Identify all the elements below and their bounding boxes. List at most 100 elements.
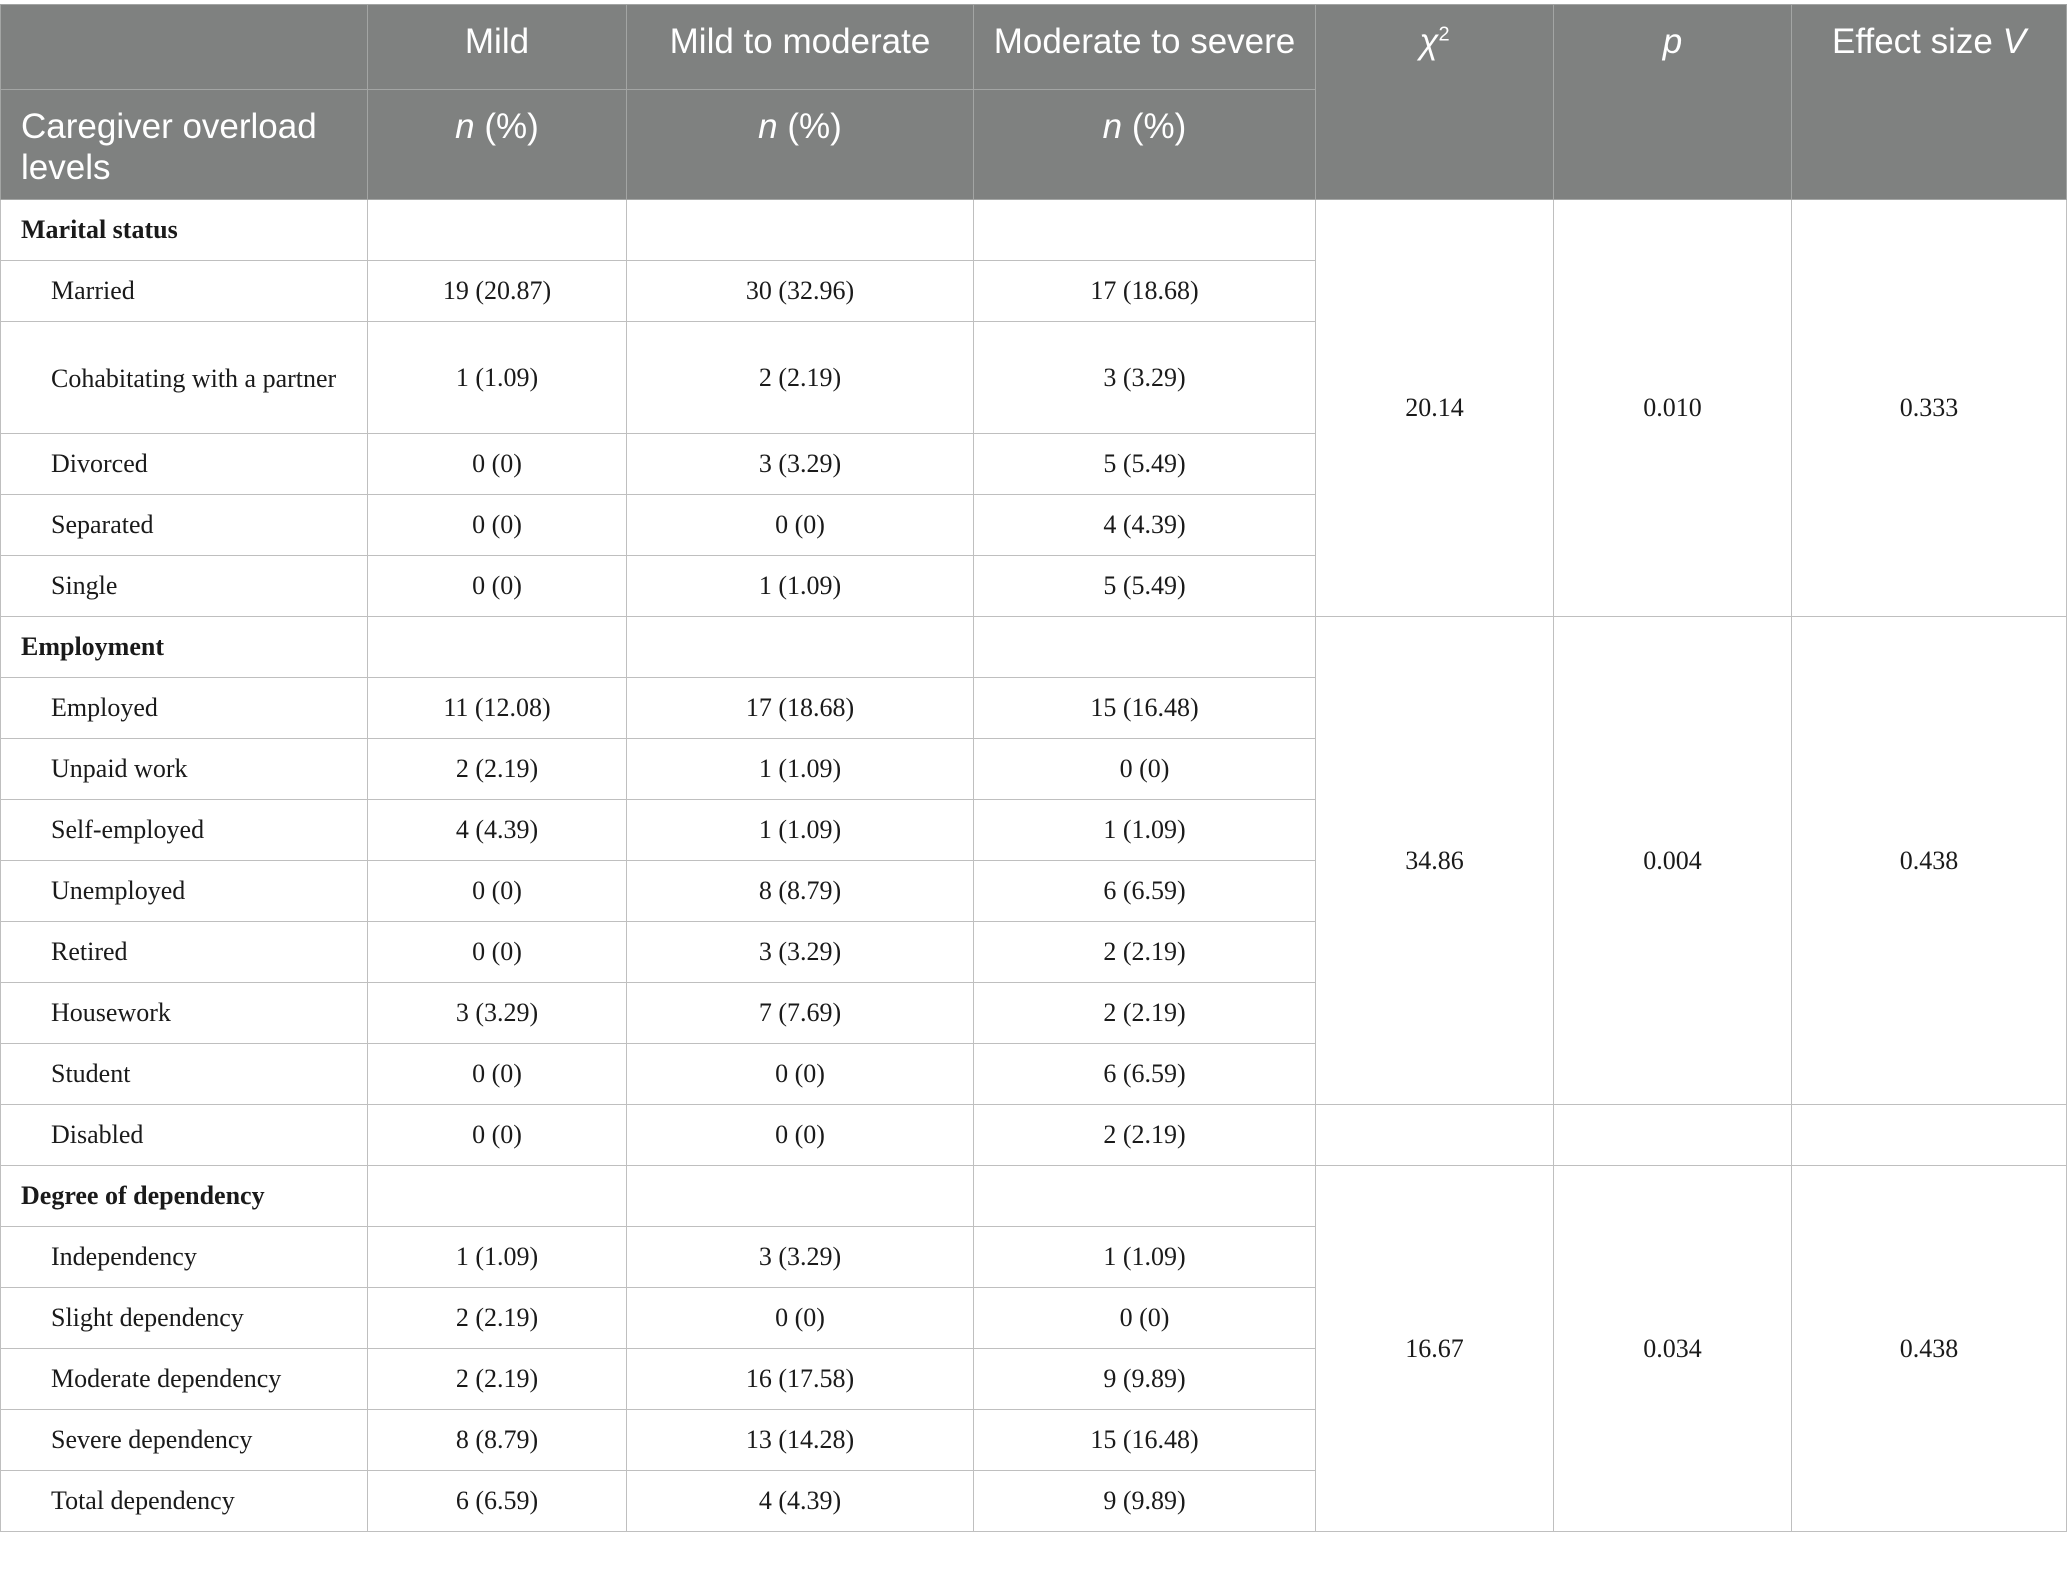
cell-mild: 0 (0) <box>367 921 627 983</box>
empty-cell <box>973 199 1316 261</box>
cell-mild: 0 (0) <box>367 860 627 922</box>
cell-mild-to-moderate: 13 (14.28) <box>626 1409 974 1471</box>
cell-mild-to-moderate: 30 (32.96) <box>626 260 974 322</box>
chi-square-value: 20.14 <box>1315 199 1554 617</box>
cell-mild-to-moderate: 2 (2.19) <box>626 321 974 434</box>
cell-mild: 2 (2.19) <box>367 1287 627 1349</box>
cell-mild-to-moderate: 0 (0) <box>626 1104 974 1166</box>
caregiver-overload-table: Mild Mild to moderate Moderate to severe… <box>0 4 2067 1532</box>
header-row-label: Caregiver overload levels <box>0 89 368 200</box>
row-label: Retired <box>0 921 368 983</box>
cell-mild-to-moderate: 3 (3.29) <box>626 433 974 495</box>
table-row: Unemployed 0 (0) 8 (8.79) 6 (6.59) <box>0 860 2067 922</box>
cell-mild: 0 (0) <box>367 433 627 495</box>
cell-mild: 3 (3.29) <box>367 982 627 1044</box>
cell-mild-to-moderate: 1 (1.09) <box>626 555 974 617</box>
table-row: Cohabitating with a partner 1 (1.09) 2 (2.… <box>0 321 2067 434</box>
table-row: Disabled 0 (0) 0 (0) 2 (2.19) <box>0 1104 2067 1166</box>
cell-mild-to-moderate: 1 (1.09) <box>626 799 974 861</box>
cell-mild-to-moderate: 4 (4.39) <box>626 1470 974 1532</box>
empty-cell <box>1791 1104 2067 1166</box>
table-body: Marital status 20.14 0.010 0.333 Married 19 (… <box>0 199 2067 1532</box>
cell-moderate-to-severe: 2 (2.19) <box>973 982 1316 1044</box>
empty-cell <box>626 616 974 678</box>
header-n-pct-mild: n (%) <box>367 89 627 200</box>
cell-mild: 0 (0) <box>367 555 627 617</box>
section-row: Employment 34.86 0.004 0.438 <box>0 616 2067 1105</box>
cell-mild-to-moderate: 7 (7.69) <box>626 982 974 1044</box>
p-value: 0.034 <box>1553 1165 1792 1532</box>
table-header: Mild Mild to moderate Moderate to severe… <box>0 4 2067 200</box>
cell-mild: 6 (6.59) <box>367 1470 627 1532</box>
cell-mild-to-moderate: 3 (3.29) <box>626 921 974 983</box>
table-row: Divorced 0 (0) 3 (3.29) 5 (5.49) <box>0 433 2067 495</box>
row-label: Self-employed <box>0 799 368 861</box>
table-row: Slight dependency 2 (2.19) 0 (0) 0 (0) <box>0 1287 2067 1349</box>
cell-moderate-to-severe: 1 (1.09) <box>973 1226 1316 1288</box>
cell-moderate-to-severe: 9 (9.89) <box>973 1470 1316 1532</box>
cell-mild: 2 (2.19) <box>367 1348 627 1410</box>
section-title: Degree of dependency <box>0 1165 368 1227</box>
row-label: Housework <box>0 982 368 1044</box>
row-label: Unemployed <box>0 860 368 922</box>
chi-square-value: 16.67 <box>1315 1165 1554 1532</box>
cell-moderate-to-severe: 5 (5.49) <box>973 433 1316 495</box>
cell-moderate-to-severe: 1 (1.09) <box>973 799 1316 861</box>
cell-mild: 2 (2.19) <box>367 738 627 800</box>
cell-mild: 1 (1.09) <box>367 1226 627 1288</box>
cell-moderate-to-severe: 15 (16.48) <box>973 1409 1316 1471</box>
header-effect-size: Effect size V <box>1791 4 2067 200</box>
row-label: Disabled <box>0 1104 368 1166</box>
section-title: Employment <box>0 616 368 678</box>
empty-cell <box>1553 1104 1792 1166</box>
cell-moderate-to-severe: 9 (9.89) <box>973 1348 1316 1410</box>
cell-mild: 19 (20.87) <box>367 260 627 322</box>
cell-moderate-to-severe: 0 (0) <box>973 1287 1316 1349</box>
cell-moderate-to-severe: 6 (6.59) <box>973 860 1316 922</box>
row-label: Severe dependency <box>0 1409 368 1471</box>
empty-cell <box>626 199 974 261</box>
row-label: Student <box>0 1043 368 1105</box>
empty-cell <box>626 1165 974 1227</box>
cell-mild-to-moderate: 16 (17.58) <box>626 1348 974 1410</box>
cell-mild: 4 (4.39) <box>367 799 627 861</box>
header-mild-to-moderate: Mild to moderate <box>626 4 974 90</box>
cell-moderate-to-severe: 2 (2.19) <box>973 921 1316 983</box>
header-p: p <box>1553 4 1792 200</box>
p-value: 0.004 <box>1553 616 1792 1105</box>
header-n-pct-ms: n (%) <box>973 89 1316 200</box>
row-label: Employed <box>0 677 368 739</box>
cell-moderate-to-severe: 0 (0) <box>973 738 1316 800</box>
empty-cell <box>973 616 1316 678</box>
cell-moderate-to-severe: 6 (6.59) <box>973 1043 1316 1105</box>
header-mild: Mild <box>367 4 627 90</box>
section-title: Marital status <box>0 199 368 261</box>
chi-square-value: 34.86 <box>1315 616 1554 1105</box>
section-row: Degree of dependency 16.67 0.034 0.438 <box>0 1165 2067 1532</box>
row-label: Divorced <box>0 433 368 495</box>
cell-moderate-to-severe: 3 (3.29) <box>973 321 1316 434</box>
section-row: Marital status 20.14 0.010 0.333 <box>0 199 2067 617</box>
header-moderate-to-severe: Moderate to severe <box>973 4 1316 90</box>
row-label: Unpaid work <box>0 738 368 800</box>
cell-mild-to-moderate: 8 (8.79) <box>626 860 974 922</box>
cell-mild: 0 (0) <box>367 494 627 556</box>
row-label: Separated <box>0 494 368 556</box>
table-row: Student 0 (0) 0 (0) 6 (6.59) <box>0 1043 2067 1105</box>
effect-size-value: 0.333 <box>1791 199 2067 617</box>
row-label: Single <box>0 555 368 617</box>
row-label: Slight dependency <box>0 1287 368 1349</box>
cell-mild: 0 (0) <box>367 1043 627 1105</box>
table-row: Retired 0 (0) 3 (3.29) 2 (2.19) <box>0 921 2067 983</box>
cell-mild-to-moderate: 17 (18.68) <box>626 677 974 739</box>
cell-moderate-to-severe: 15 (16.48) <box>973 677 1316 739</box>
header-n-pct-mm: n (%) <box>626 89 974 200</box>
row-label: Cohabitating with a partner <box>0 321 368 434</box>
cell-moderate-to-severe: 2 (2.19) <box>973 1104 1316 1166</box>
row-label: Moderate dependency <box>0 1348 368 1410</box>
table-row: Employed 11 (12.08) 17 (18.68) 15 (16.48) <box>0 677 2067 739</box>
row-label: Married <box>0 260 368 322</box>
table-row: Moderate dependency 2 (2.19) 16 (17.58) 9 (… <box>0 1348 2067 1410</box>
table-row: Severe dependency 8 (8.79) 13 (14.28) 15 (1… <box>0 1409 2067 1471</box>
empty-cell <box>367 1165 627 1227</box>
